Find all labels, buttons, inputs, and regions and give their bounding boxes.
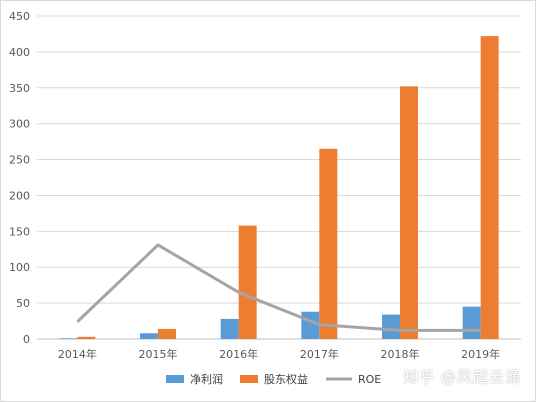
y-tick-label: 250 <box>9 154 30 167</box>
x-tick-label: 2018年 <box>381 347 420 361</box>
bar-equity-2 <box>238 225 257 339</box>
bar-net-profit-0 <box>59 338 78 339</box>
legend-swatch <box>166 375 184 383</box>
y-tick-label: 300 <box>9 118 30 131</box>
y-tick-label: 150 <box>9 225 30 238</box>
bar-equity-0 <box>77 336 96 339</box>
legend-swatch <box>240 375 258 383</box>
bar-equity-1 <box>158 328 176 339</box>
series-line-roe <box>76 243 481 332</box>
y-tick-label: 200 <box>9 189 30 202</box>
y-tick-label: 0 <box>23 333 30 346</box>
x-tick-label: 2019年 <box>461 347 500 361</box>
watermark-text: 知乎 @风起云涌 <box>403 368 521 386</box>
y-tick-label: 50 <box>16 297 30 310</box>
bar-net-profit-5 <box>462 306 481 339</box>
x-tick-label: 2017年 <box>300 347 339 361</box>
x-tick-label: 2016年 <box>219 347 258 361</box>
x-tick-label: 2014年 <box>58 347 97 361</box>
bar-equity-4 <box>400 86 418 339</box>
legend-label: 净利润 <box>190 372 223 386</box>
y-tick-label: 100 <box>9 261 30 274</box>
legend-label: 股东权益 <box>264 372 308 386</box>
y-tick-label: 400 <box>9 46 30 59</box>
y-tick-label: 450 <box>9 10 30 23</box>
bar-equity-5 <box>480 36 499 339</box>
bar-equity-3 <box>319 148 338 339</box>
bar-net-profit-3 <box>301 311 320 339</box>
bar-net-profit-4 <box>382 314 400 339</box>
bar-net-profit-1 <box>140 333 158 339</box>
x-tick-label: 2015年 <box>139 347 178 361</box>
bar-net-profit-2 <box>220 318 239 339</box>
legend-label: ROE <box>358 373 381 386</box>
y-tick-label: 350 <box>9 82 30 95</box>
